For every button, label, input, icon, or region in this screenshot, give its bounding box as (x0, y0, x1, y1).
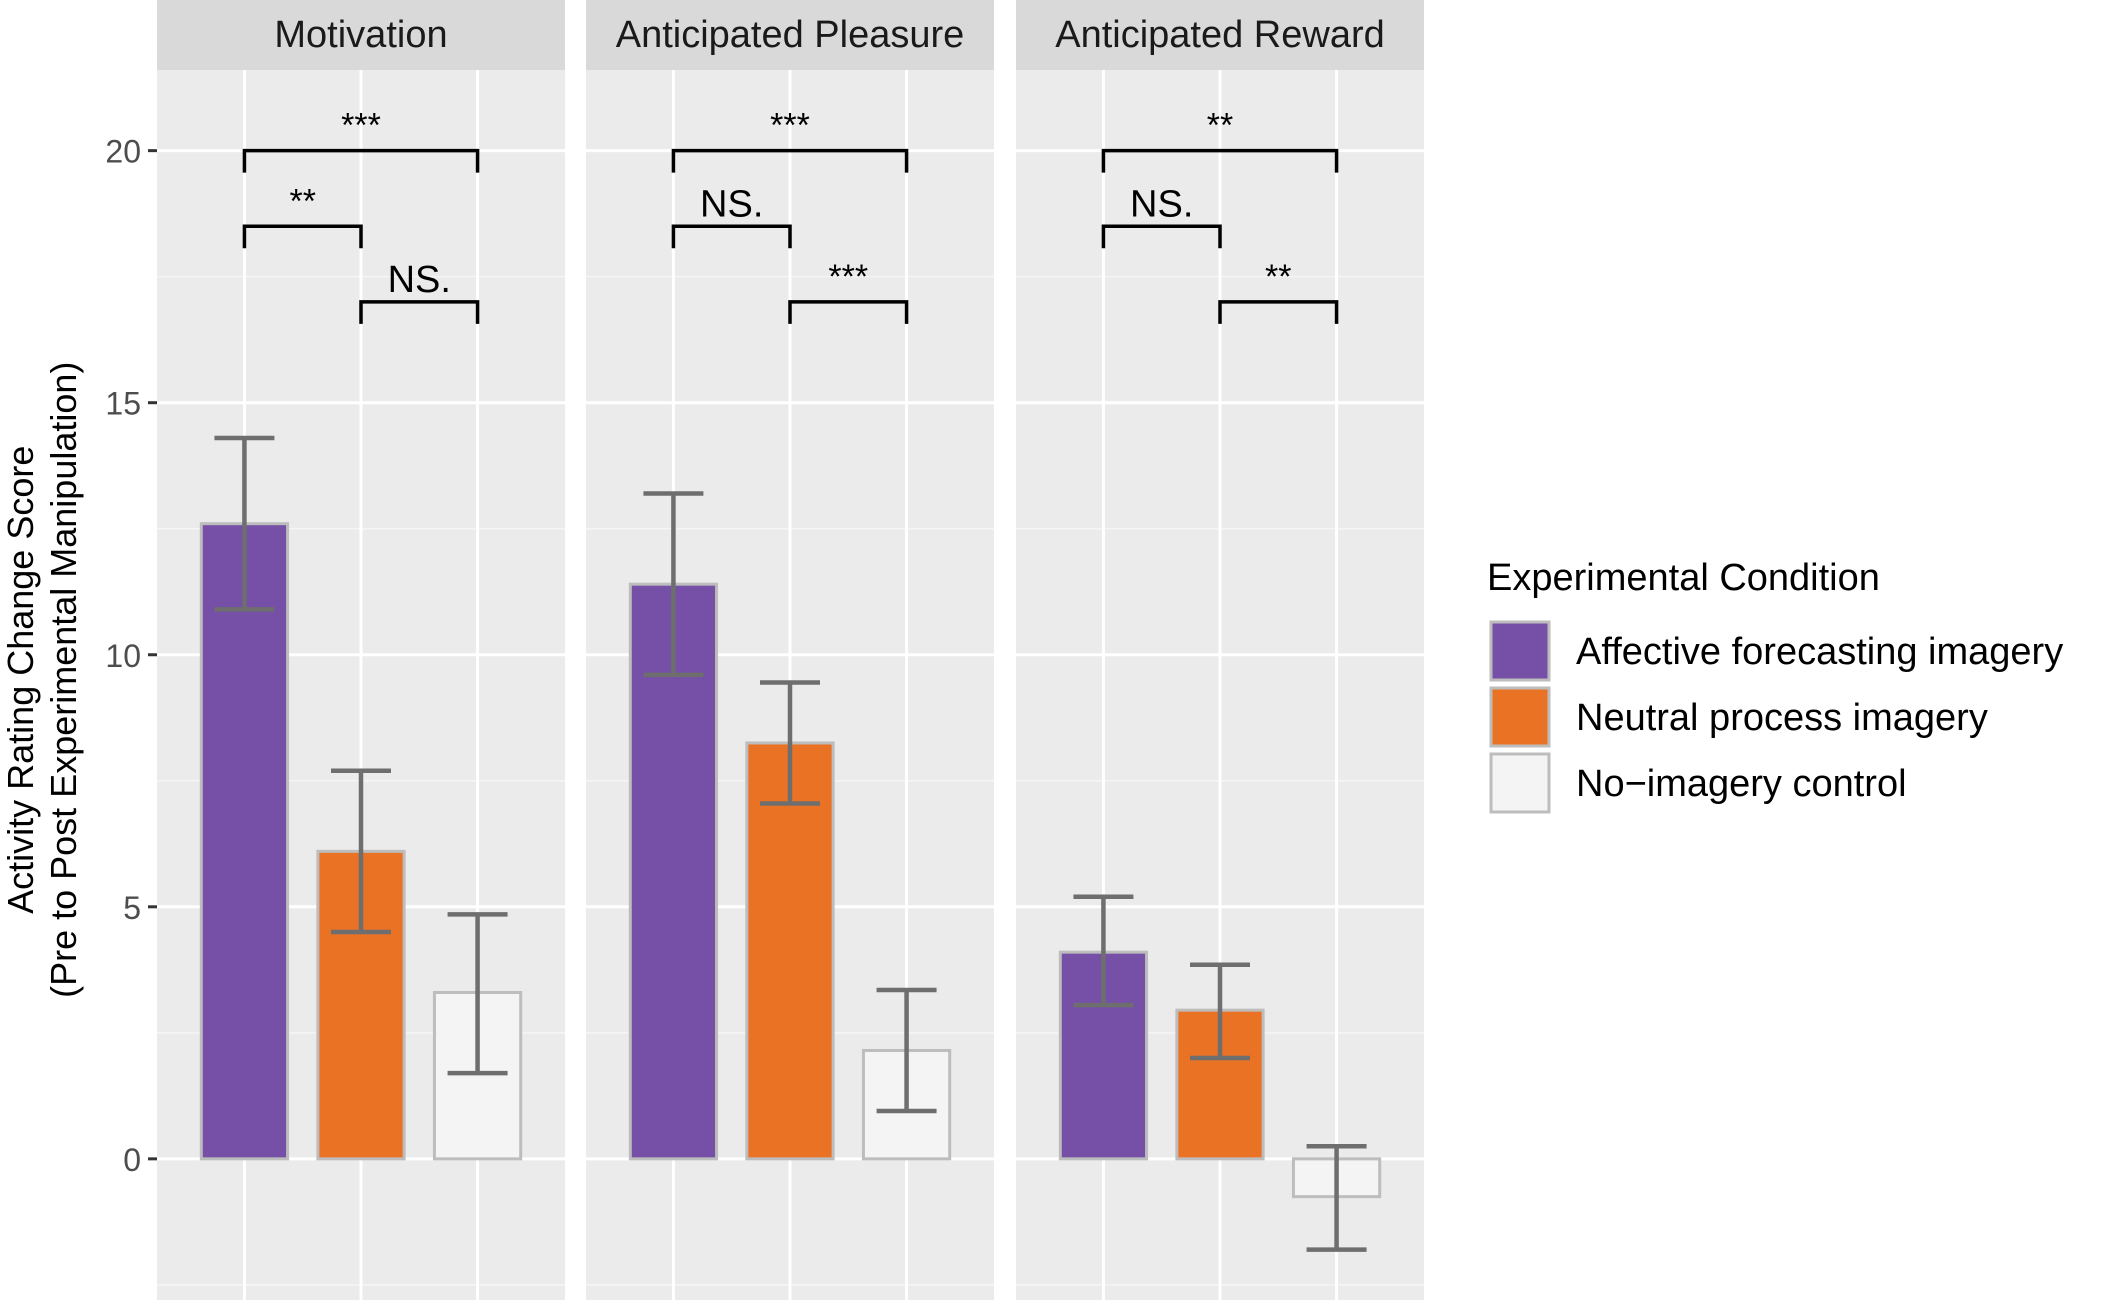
significance-label: *** (770, 107, 810, 145)
y-tick-label: 0 (123, 1142, 141, 1178)
legend-label-1: Neutral process imagery (1576, 697, 1988, 739)
panels: Motivation*****NS.Anticipated Pleasure**… (157, 0, 1424, 1300)
error-bar (876, 987, 937, 1114)
significance-bracket (1101, 224, 1222, 249)
legend-swatch-2 (1489, 752, 1551, 814)
panel-strip (157, 0, 565, 70)
significance-bracket (1101, 148, 1339, 173)
significance-label: *** (828, 258, 868, 296)
y-axis: 0 5 10 15 20 Activity Rating Change Score (Pre… (0, 134, 157, 1178)
panel-1: Anticipated Pleasure***NS.*** (586, 0, 994, 1300)
legend: Experimental Condition Affective forecast… (1487, 557, 2063, 814)
significance-label: ** (1207, 107, 1233, 145)
panel-strip (586, 0, 994, 70)
legend-swatch-0 (1489, 620, 1551, 682)
legend-swatch-1 (1489, 686, 1551, 748)
panel-2: Anticipated Reward ** NS. ** (1016, 0, 1424, 1300)
error-bar (1073, 894, 1134, 1008)
error-bar (1190, 962, 1250, 1061)
significance-bracket (1218, 300, 1339, 324)
significance-bracket (242, 224, 363, 249)
significance-label: NS. (1130, 183, 1193, 225)
y-tick-label: 15 (105, 386, 141, 422)
panel-title: Motivation (274, 14, 447, 56)
error-bar (447, 912, 508, 1076)
y-axis-title-line1: Activity Rating Change Score (0, 446, 41, 914)
y-tick-label: 10 (105, 638, 141, 674)
bar-1-0 (628, 582, 719, 1161)
significance-bracket (359, 300, 480, 324)
error-bar (331, 768, 391, 935)
significance-label: *** (341, 107, 381, 145)
significance-label: NS. (700, 183, 763, 225)
significance-label: NS. (388, 259, 451, 301)
significance-label: ** (1265, 258, 1291, 296)
panel-strip (1016, 0, 1424, 70)
y-axis-title-line2: (Pre to Post Experimental Manipulation) (43, 362, 84, 998)
panel-title: Anticipated Reward (1055, 14, 1385, 56)
y-tick-label: 20 (105, 134, 141, 170)
significance-bracket (242, 148, 480, 173)
legend-title: Experimental Condition (1487, 557, 1880, 599)
legend-label-0: Affective forecasting imagery (1576, 631, 2063, 673)
error-bar (760, 680, 820, 806)
significance-bracket (671, 224, 792, 249)
y-tick-label: 5 (123, 890, 141, 926)
error-bar (1306, 1144, 1367, 1252)
bar-2-1 (1175, 1008, 1265, 1161)
legend-label-2: No−imagery control (1576, 763, 1907, 805)
error-bar (214, 435, 275, 612)
error-bar (643, 491, 704, 678)
significance-bracket (788, 300, 909, 324)
bar-1-1 (745, 741, 835, 1161)
panel-title: Anticipated Pleasure (616, 14, 965, 56)
bar-0-0 (199, 522, 290, 1161)
panel-0: Motivation*****NS. (157, 0, 565, 1300)
significance-bracket (671, 148, 909, 173)
significance-label: ** (289, 182, 315, 220)
